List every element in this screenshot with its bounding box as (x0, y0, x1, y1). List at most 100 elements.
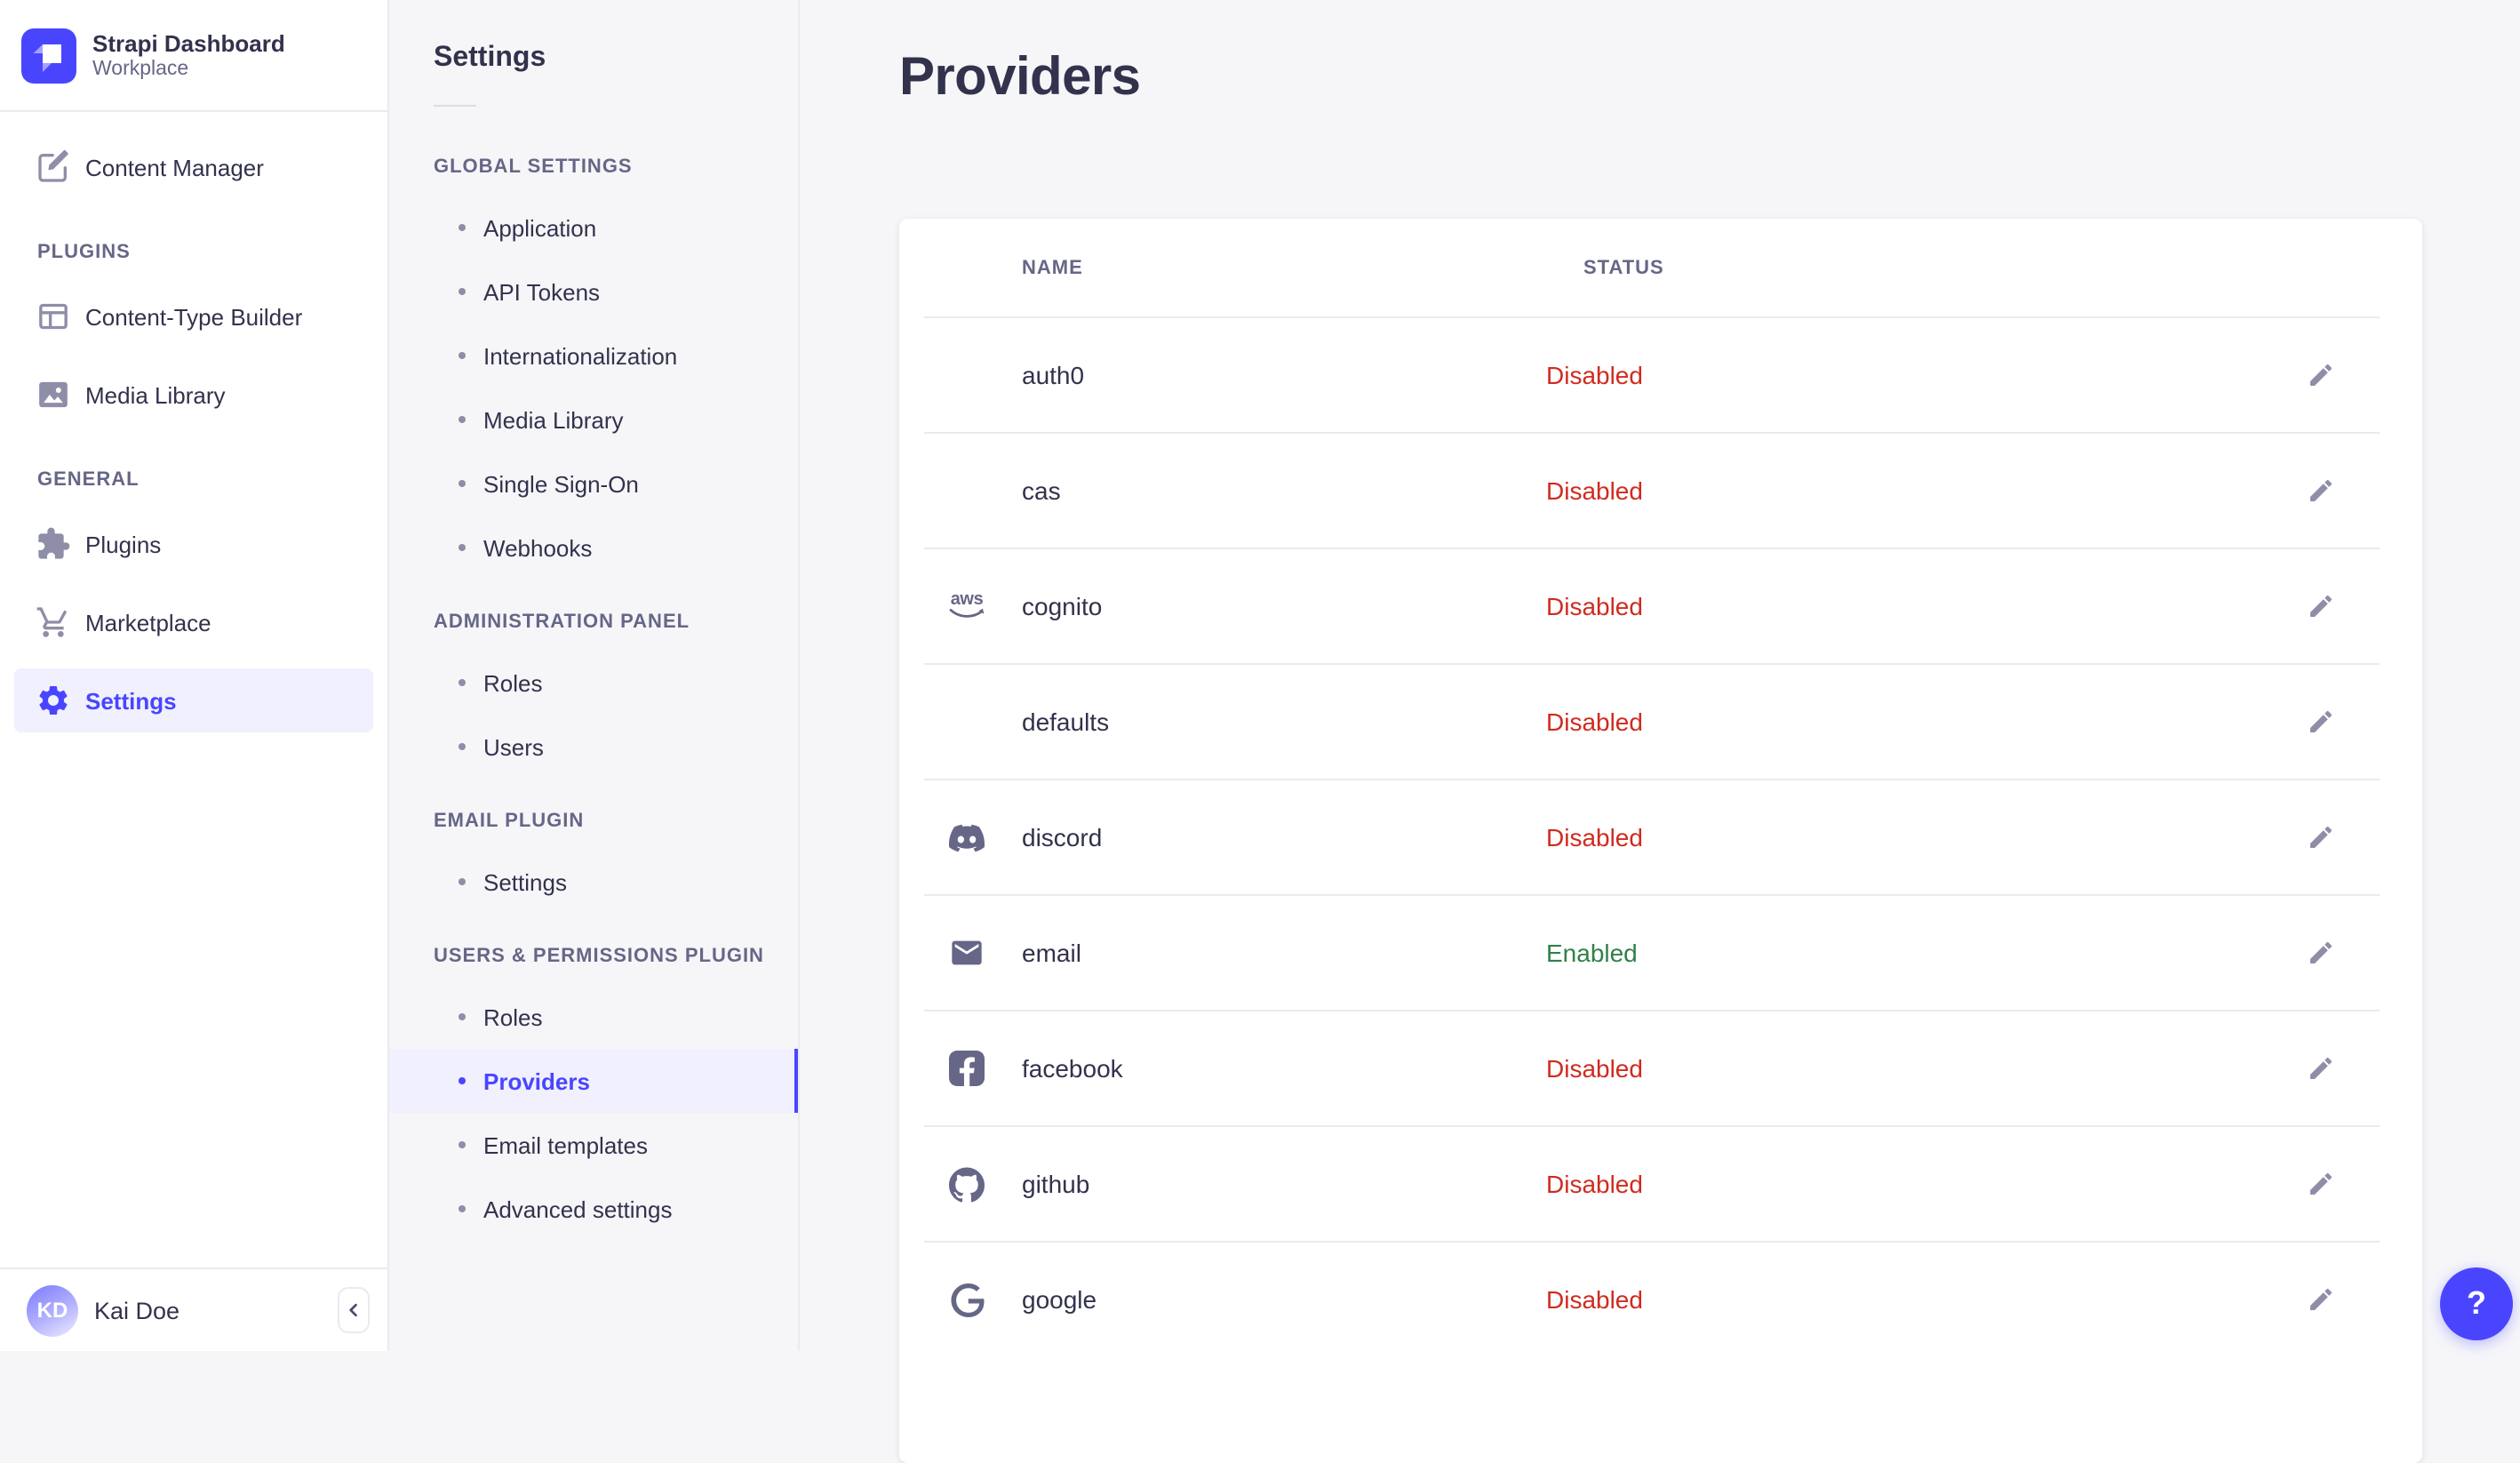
providers-table-card: NAME STATUS auth0 Disabled cas Disabled aws c… (899, 219, 2422, 1463)
media-library-icon (36, 377, 71, 412)
provider-row-discord: discord Disabled (899, 780, 2422, 894)
plugins-icon (36, 526, 71, 562)
settings-nav-item-users[interactable]: Users (389, 715, 798, 779)
pencil-icon (2307, 361, 2335, 389)
collapse-sidebar-button[interactable] (338, 1287, 370, 1333)
pencil-icon (2307, 592, 2335, 620)
settings-nav-item-api-tokens[interactable]: API Tokens (389, 260, 798, 324)
sidebar-item-label: Content Manager (85, 154, 264, 180)
content-type-builder-icon (36, 299, 71, 334)
settings-sidebar: Settings GLOBAL SETTINGS Application API T… (389, 0, 800, 1351)
no-icon (949, 473, 985, 508)
sidebar-item-settings[interactable]: Settings (14, 668, 373, 732)
settings-nav-item-roles[interactable]: Roles (389, 985, 798, 1049)
settings-nav-item-label: Single Sign-On (483, 470, 639, 497)
page-title: Providers (899, 48, 1141, 107)
settings-nav-item-email-templates[interactable]: Email templates (389, 1113, 798, 1177)
bullet-icon (459, 1013, 466, 1020)
provider-status: Disabled (1546, 1285, 1643, 1314)
provider-name: auth0 (1022, 361, 1085, 389)
bullet-icon (459, 1077, 466, 1084)
provider-name: google (1022, 1285, 1097, 1314)
settings-section-label: GLOBAL SETTINGS (434, 156, 633, 178)
divider (924, 432, 2380, 434)
settings-nav-item-advanced-settings[interactable]: Advanced settings (389, 1177, 798, 1241)
provider-name: github (1022, 1170, 1090, 1198)
edit-provider-button[interactable] (2307, 823, 2335, 851)
sidebar-item-plugins[interactable]: Plugins (14, 512, 373, 576)
workspace-subtitle: Workplace (92, 58, 189, 79)
edit-provider-button[interactable] (2307, 361, 2335, 389)
avatar[interactable]: KD (27, 1284, 78, 1336)
divider (924, 1010, 2380, 1011)
bullet-icon (459, 480, 466, 487)
settings-nav-item-settings[interactable]: Settings (389, 850, 798, 914)
edit-provider-button[interactable] (2307, 1170, 2335, 1198)
settings-nav-item-label: Settings (483, 868, 567, 895)
marketplace-icon (36, 604, 71, 640)
pencil-icon (2307, 939, 2335, 967)
bullet-icon (459, 1205, 466, 1212)
provider-name: defaults (1022, 708, 1110, 736)
pencil-icon (2307, 1054, 2335, 1083)
edit-provider-button[interactable] (2307, 708, 2335, 736)
sidebar-item-label: Settings (85, 687, 177, 714)
edit-provider-button[interactable] (2307, 1285, 2335, 1314)
bullet-icon (459, 878, 466, 885)
settings-nav-item-label: Internationalization (483, 342, 678, 369)
settings-nav-item-label: API Tokens (483, 278, 601, 305)
discord-icon (949, 819, 985, 855)
sidebar-item-label: Plugins (85, 531, 162, 557)
divider (924, 1125, 2380, 1127)
sidebar-item-marketplace[interactable]: Marketplace (14, 590, 373, 654)
bullet-icon (459, 1141, 466, 1148)
aws-icon: aws (949, 588, 985, 624)
sidebar-item-content-manager[interactable]: Content Manager (14, 135, 373, 199)
edit-provider-button[interactable] (2307, 592, 2335, 620)
settings-nav-item-webhooks[interactable]: Webhooks (389, 516, 798, 580)
settings-section: USERS & PERMISSIONS PLUGIN Roles Providers… (389, 946, 798, 1241)
provider-name: cas (1022, 476, 1061, 505)
provider-row-facebook: facebook Disabled (899, 1011, 2422, 1125)
edit-provider-button[interactable] (2307, 939, 2335, 967)
pencil-icon (2307, 708, 2335, 736)
provider-row-email: email Enabled (899, 896, 2422, 1010)
settings-nav-item-internationalization[interactable]: Internationalization (389, 324, 798, 388)
settings-nav-item-media-library[interactable]: Media Library (389, 388, 798, 452)
facebook-icon (949, 1051, 985, 1086)
sidebar-item-content-type-builder[interactable]: Content-Type Builder (14, 284, 373, 348)
pencil-icon (2307, 823, 2335, 851)
provider-row-auth0: auth0 Disabled (899, 318, 2422, 432)
chevron-left-icon (345, 1301, 363, 1319)
settings-nav-item-label: Email templates (483, 1131, 648, 1158)
divider (924, 1241, 2380, 1243)
edit-provider-button[interactable] (2307, 476, 2335, 505)
bullet-icon (459, 679, 466, 686)
provider-status: Disabled (1546, 823, 1643, 851)
settings-section: EMAIL PLUGIN Settings (389, 811, 798, 914)
strapi-logo-icon (21, 28, 76, 83)
settings-nav-item-label: Providers (483, 1067, 590, 1094)
google-icon (949, 1282, 985, 1317)
workspace-brand[interactable]: Strapi Dashboard Workplace (0, 0, 387, 112)
provider-status: Disabled (1546, 592, 1643, 620)
provider-row-cas: cas Disabled (899, 434, 2422, 548)
settings-nav-item-providers[interactable]: Providers (389, 1049, 798, 1113)
bullet-icon (459, 544, 466, 551)
main-content: Providers NAME STATUS auth0 Disabled cas Di… (800, 0, 2520, 1463)
settings-nav-item-roles[interactable]: Roles (389, 651, 798, 715)
no-icon (949, 704, 985, 739)
settings-nav-item-application[interactable]: Application (389, 196, 798, 260)
settings-section-label: USERS & PERMISSIONS PLUGIN (434, 946, 764, 967)
no-icon (949, 357, 985, 393)
email-icon (949, 935, 985, 971)
edit-provider-button[interactable] (2307, 1054, 2335, 1083)
help-button[interactable]: ? (2440, 1267, 2513, 1340)
sidebar-item-media-library[interactable]: Media Library (14, 363, 373, 427)
settings-section-label: ADMINISTRATION PANEL (434, 612, 690, 633)
table-header: NAME STATUS (899, 219, 2422, 316)
settings-nav-item-single-sign-on[interactable]: Single Sign-On (389, 452, 798, 516)
divider (924, 548, 2380, 549)
provider-row-google: google Disabled (899, 1243, 2422, 1356)
